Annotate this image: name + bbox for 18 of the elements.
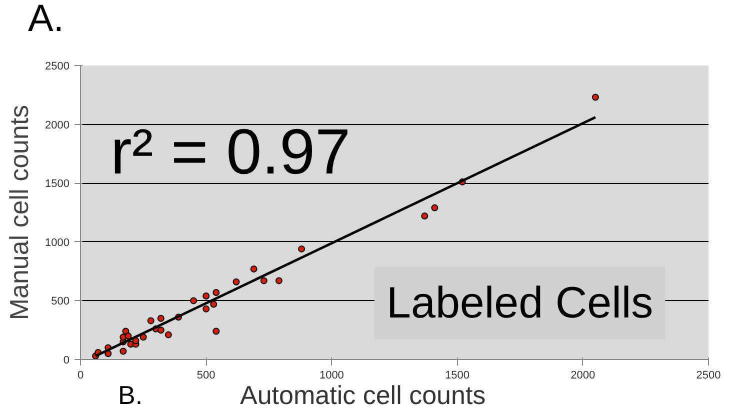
text: B. [118,380,143,410]
annotation: r² = 0.97 [110,116,351,188]
x-tick-label: 500 [196,370,216,382]
text: A. [28,0,64,40]
y-tick-label: 0 [63,354,70,366]
y-tick-label: 1500 [45,178,70,190]
x-axis-title: Automatic cell counts [240,380,486,410]
y-tick-label: 2000 [45,119,70,132]
x-tick-label: 0 [77,370,84,382]
x-tick-label: 1500 [445,370,470,382]
annotation: Labeled Cells [386,278,654,328]
x-tick-label: 1000 [319,370,344,382]
y-axis-title: Manual cell counts [4,104,34,320]
x-tick-label: 2500 [696,370,721,382]
y-tick-label: 500 [51,296,70,308]
x-tick-label: 2000 [570,370,596,382]
y-tick-label: 1000 [45,236,70,249]
y-tick-label: 2500 [45,60,70,72]
